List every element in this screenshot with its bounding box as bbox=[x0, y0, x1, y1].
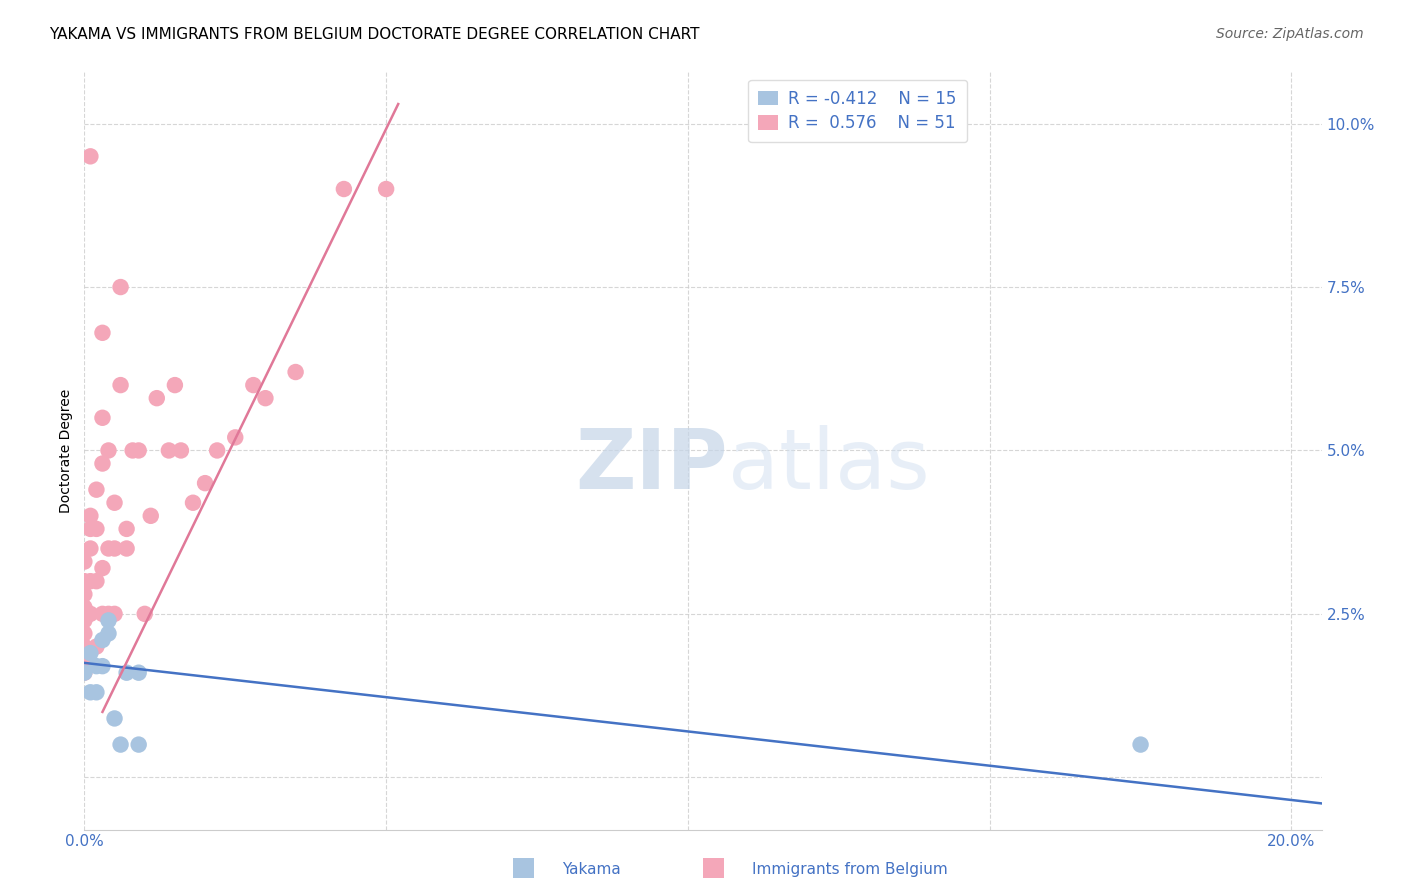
Text: Yakama: Yakama bbox=[562, 863, 621, 877]
Point bbox=[128, 738, 150, 752]
Point bbox=[79, 508, 101, 523]
Point bbox=[194, 476, 217, 491]
Text: Source: ZipAtlas.com: Source: ZipAtlas.com bbox=[1216, 27, 1364, 41]
Point bbox=[284, 365, 307, 379]
Point bbox=[73, 574, 96, 589]
Point bbox=[91, 607, 114, 621]
Point bbox=[91, 659, 114, 673]
Point bbox=[91, 410, 114, 425]
Point bbox=[73, 555, 96, 569]
Text: ZIP: ZIP bbox=[575, 425, 728, 506]
Point bbox=[86, 659, 108, 673]
Point bbox=[110, 378, 132, 392]
Point bbox=[115, 541, 138, 556]
Point bbox=[128, 665, 150, 680]
Point bbox=[115, 665, 138, 680]
Point bbox=[128, 443, 150, 458]
Point bbox=[139, 508, 162, 523]
Point bbox=[79, 574, 101, 589]
Point bbox=[86, 574, 108, 589]
Point bbox=[73, 665, 96, 680]
Point bbox=[254, 391, 277, 405]
Point bbox=[97, 607, 120, 621]
Point bbox=[97, 443, 120, 458]
Bar bbox=[703, 858, 724, 878]
Point bbox=[73, 587, 96, 601]
Point bbox=[79, 607, 101, 621]
Point bbox=[103, 607, 125, 621]
Point bbox=[73, 626, 96, 640]
Point bbox=[333, 182, 356, 196]
Point bbox=[375, 182, 398, 196]
Point bbox=[73, 665, 96, 680]
Point bbox=[146, 391, 169, 405]
Point bbox=[121, 443, 143, 458]
Point bbox=[91, 457, 114, 471]
Point bbox=[170, 443, 193, 458]
Point bbox=[181, 496, 204, 510]
Point bbox=[79, 646, 101, 660]
Point bbox=[205, 443, 228, 458]
Point bbox=[73, 600, 96, 615]
Point bbox=[115, 522, 138, 536]
Point bbox=[86, 685, 108, 699]
Legend: R = -0.412    N = 15, R =  0.576    N = 51: R = -0.412 N = 15, R = 0.576 N = 51 bbox=[748, 79, 967, 143]
Point bbox=[73, 614, 96, 628]
Point bbox=[224, 430, 246, 444]
Point bbox=[163, 378, 186, 392]
Point bbox=[103, 496, 125, 510]
Point bbox=[79, 541, 101, 556]
Point bbox=[110, 738, 132, 752]
Point bbox=[134, 607, 156, 621]
Point bbox=[73, 640, 96, 654]
Point bbox=[110, 280, 132, 294]
Point bbox=[86, 522, 108, 536]
Point bbox=[73, 652, 96, 666]
Text: atlas: atlas bbox=[728, 425, 929, 506]
Point bbox=[79, 149, 101, 163]
Point bbox=[157, 443, 180, 458]
Point bbox=[97, 541, 120, 556]
Point bbox=[86, 640, 108, 654]
Point bbox=[79, 522, 101, 536]
Point bbox=[79, 685, 101, 699]
Point bbox=[242, 378, 264, 392]
Bar bbox=[513, 858, 534, 878]
Y-axis label: Doctorate Degree: Doctorate Degree bbox=[59, 388, 73, 513]
Point bbox=[97, 626, 120, 640]
Point bbox=[91, 561, 114, 575]
Point bbox=[86, 483, 108, 497]
Point bbox=[1129, 738, 1152, 752]
Point bbox=[103, 711, 125, 725]
Point bbox=[91, 633, 114, 648]
Point bbox=[97, 614, 120, 628]
Point bbox=[91, 326, 114, 340]
Text: YAKAMA VS IMMIGRANTS FROM BELGIUM DOCTORATE DEGREE CORRELATION CHART: YAKAMA VS IMMIGRANTS FROM BELGIUM DOCTOR… bbox=[49, 27, 700, 42]
Text: Immigrants from Belgium: Immigrants from Belgium bbox=[752, 863, 948, 877]
Point bbox=[103, 541, 125, 556]
